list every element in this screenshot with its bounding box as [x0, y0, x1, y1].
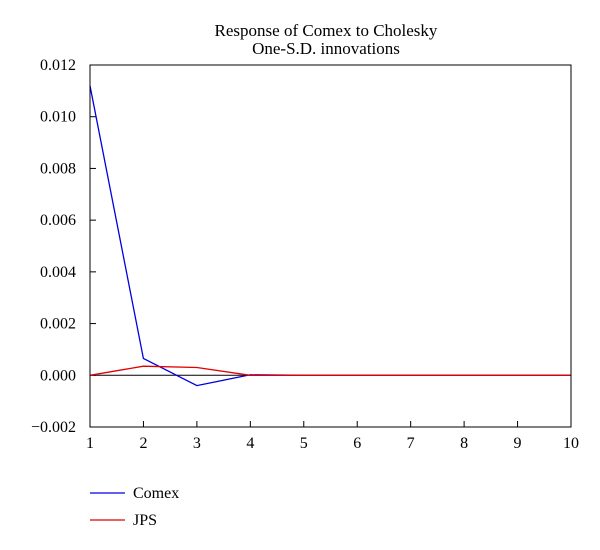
- plot-area-frame: [89, 64, 572, 428]
- x-tick-label: 5: [300, 435, 308, 452]
- legend-label-jps: JPS: [133, 512, 157, 529]
- chart-title-line-1: Response of Comex to Cholesky: [215, 21, 438, 40]
- x-tick-label: 1: [86, 435, 94, 452]
- x-tick-label: 8: [460, 435, 468, 452]
- series-line-jps: [89, 365, 571, 376]
- y-tick-label: 0.012: [40, 57, 76, 74]
- y-tick-label: 0.002: [40, 316, 76, 333]
- x-axis-ticks: 1 2 3 4 5 6 7 8 9 10: [86, 421, 579, 452]
- y-axis-ticks: −0.002 0.000 0.002 0.004 0.006 0.008 0.010 0.01…: [31, 57, 96, 436]
- x-tick-label: 4: [246, 435, 254, 452]
- legend-label-comex: Comex: [133, 485, 179, 502]
- series-lines: [89, 85, 571, 387]
- x-tick-label: 3: [193, 435, 201, 452]
- x-tick-label: 7: [407, 435, 415, 452]
- x-tick-label: 6: [353, 435, 361, 452]
- series-line-comex: [89, 85, 571, 387]
- chart-title-line-2: One-S.D. innovations: [252, 39, 400, 58]
- x-tick-label: 9: [514, 435, 522, 452]
- x-tick-label: 2: [139, 435, 147, 452]
- y-tick-label: 0.008: [40, 160, 76, 177]
- legend: Comex JPS: [90, 485, 179, 529]
- y-tick-label: −0.002: [31, 419, 76, 436]
- y-tick-label: 0.000: [40, 367, 76, 384]
- y-tick-label: 0.006: [40, 212, 76, 229]
- x-tick-label: 10: [563, 435, 579, 452]
- y-tick-label: 0.004: [40, 264, 76, 281]
- y-tick-label: 0.010: [40, 109, 76, 126]
